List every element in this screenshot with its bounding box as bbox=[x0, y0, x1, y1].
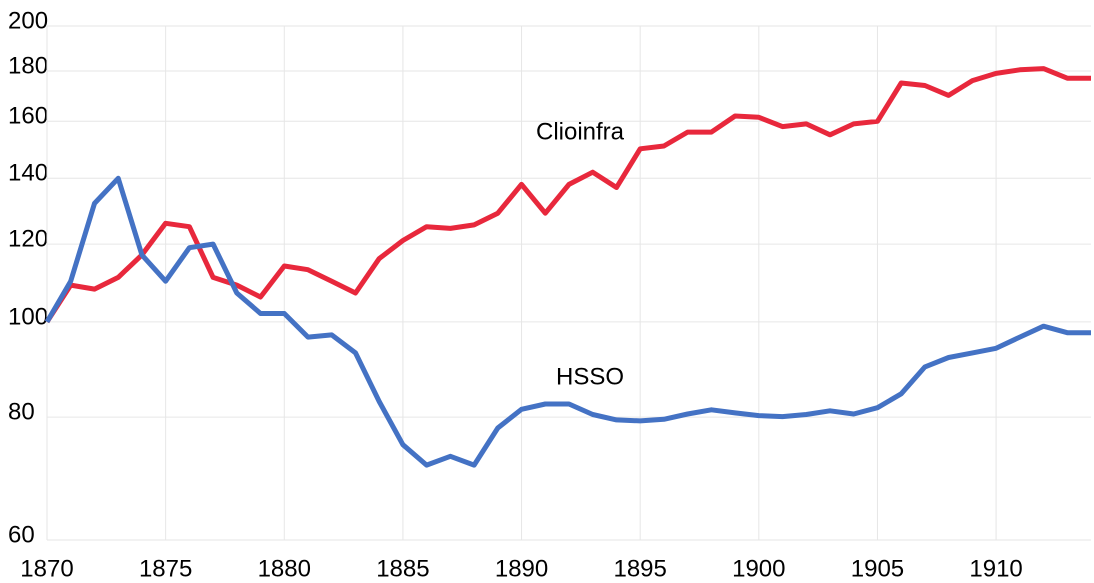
x-tick-label: 1885 bbox=[376, 555, 429, 582]
y-tick-label: 80 bbox=[8, 399, 35, 426]
y-tick-label: 160 bbox=[8, 103, 48, 130]
data-line bbox=[44, 66, 1091, 324]
series-label: Clioinfra bbox=[536, 118, 625, 145]
y-tick-label: 100 bbox=[8, 303, 48, 330]
x-tick-label: 1910 bbox=[969, 555, 1022, 582]
y-tick-label: 200 bbox=[8, 7, 48, 34]
x-tick-label: 1875 bbox=[139, 555, 192, 582]
x-tick-label: 1900 bbox=[732, 555, 785, 582]
y-tick-label: 140 bbox=[8, 160, 48, 187]
y-tick-label: 120 bbox=[8, 225, 48, 252]
x-tick-label: 1890 bbox=[495, 555, 548, 582]
x-tick-label: 1895 bbox=[613, 555, 666, 582]
y-tick-label: 180 bbox=[8, 52, 48, 79]
y-tick-label: 60 bbox=[8, 521, 35, 548]
x-tick-label: 1905 bbox=[851, 555, 904, 582]
x-tick-label: 1880 bbox=[258, 555, 311, 582]
x-tick-label: 1870 bbox=[20, 555, 73, 582]
series-label: HSSO bbox=[556, 363, 624, 390]
data-line bbox=[44, 175, 1091, 468]
